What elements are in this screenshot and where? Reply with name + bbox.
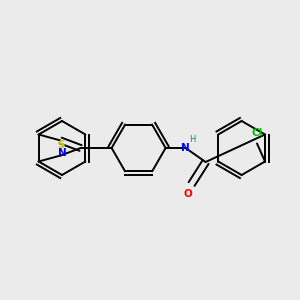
Text: H: H: [189, 136, 196, 145]
Text: N: N: [58, 148, 67, 158]
Text: O: O: [183, 189, 192, 199]
Text: S: S: [57, 140, 64, 151]
Text: Cl: Cl: [251, 128, 262, 139]
Text: N: N: [181, 143, 190, 153]
